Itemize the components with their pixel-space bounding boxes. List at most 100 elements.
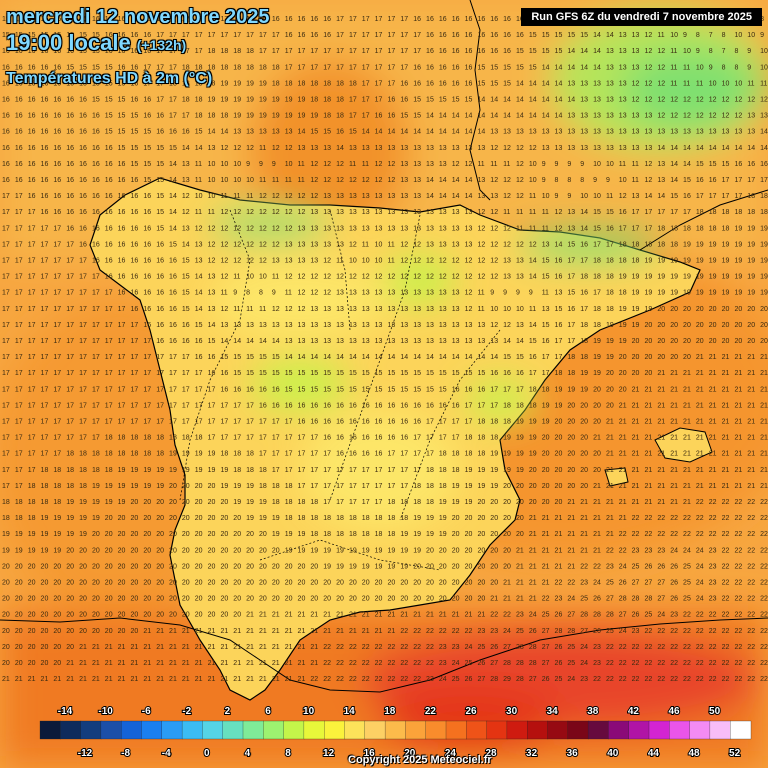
grid-row: 15 15 15 15 15 15 15 15 16 16 16 16 17 17 17 17 17 17 17 17… xyxy=(2,32,764,39)
legend-swatch xyxy=(466,720,488,740)
legend-swatch xyxy=(324,720,346,740)
grid-row: 17 17 18 18 18 18 18 19 19 19 19 19 19 20 20 20 20 19 19 19… xyxy=(2,483,768,490)
grid-row: 17 17 17 17 17 17 17 16 16 16 16 16 16 16 15 13 12 12 12 12… xyxy=(2,258,768,265)
legend-swatch xyxy=(669,720,691,740)
parameter-title: Températures HD à 2m (°C) xyxy=(6,70,213,87)
forecast-date: mercredi 12 novembre 2025 xyxy=(6,6,270,28)
grid-row: 17 17 17 17 17 17 17 17 17 16 16 16 16 16 15 14 13 11 9 8 8 9… xyxy=(2,290,768,297)
grid-row: 17 17 16 16 16 16 16 16 16 16 16 16 15 14 12 10 10 11 11 11… xyxy=(2,193,768,200)
legend-label-lower: -12 xyxy=(78,748,93,759)
legend-swatch xyxy=(405,720,427,740)
grid-row: 17 17 17 17 17 17 17 17 17 17 17 17 17 17 17 17 17 16 16 16… xyxy=(2,386,768,393)
legend-swatch xyxy=(587,720,610,740)
legend-swatch xyxy=(445,720,467,740)
color-legend: -14 -10 -6 -2 2 6 10 14 18 22 26 30 34 38 42 46 50-12 -8-… xyxy=(39,705,752,760)
grid-row: 17 17 17 17 17 17 17 17 17 17 17 17 17 17 17 17 17 17 17 17… xyxy=(2,419,768,426)
legend-swatch xyxy=(121,720,143,740)
run-info-badge: Run GFS 6Z du vendredi 7 novembre 2025 xyxy=(521,8,762,26)
legend-swatch xyxy=(283,720,305,740)
grid-row: 21 21 21 21 21 21 21 21 21 21 21 21 21 21 21 21 21 21 21 21… xyxy=(2,676,768,683)
legend-swatch xyxy=(242,720,264,740)
legend-swatch xyxy=(689,720,711,740)
gulf-of-lion xyxy=(639,189,768,251)
legend-swatch xyxy=(567,720,589,740)
grid-row: 16 16 16 16 16 16 16 15 15 15 16 16 17 17 18 18 19 19 19 19… xyxy=(2,97,768,104)
legend-swatch xyxy=(303,720,325,740)
legend-label-upper: 34 xyxy=(547,706,559,717)
legend-label-upper: 14 xyxy=(344,706,356,717)
legend-swatch xyxy=(648,720,670,740)
grid-row: 17 17 17 17 17 16 16 16 16 16 16 16 15 14 13 12 12 12 12 12… xyxy=(2,225,768,232)
legend-swatch xyxy=(161,720,183,740)
legend-label-lower: -4 xyxy=(162,748,171,759)
grid-row: 17 17 17 17 17 17 17 17 17 17 16 16 16 16 15 14 13 12 11 11… xyxy=(2,306,768,313)
grid-row: 18 18 18 19 19 19 19 19 20 20 20 20 20 20 20 20 20 20 20 19… xyxy=(2,515,768,522)
legend-label-upper: -14 xyxy=(58,706,73,717)
france-coast xyxy=(469,0,491,201)
mallorca-west xyxy=(604,467,629,487)
legend-label-lower: 24 xyxy=(445,748,457,759)
legend-label-upper: 30 xyxy=(506,706,518,717)
legend-label-lower: 20 xyxy=(404,748,416,759)
legend-swatch xyxy=(709,720,731,740)
legend-label-lower: 28 xyxy=(485,748,497,759)
grid-row: 16 16 16 16 16 16 15 15 16 16 16 16 17 17 17 17 18 18 18 18… xyxy=(2,48,768,55)
legend-label-upper: 22 xyxy=(425,706,437,717)
grid-row: 16 16 16 16 16 16 15 15 15 15 16 17 17 18 18 18 18 19 19 19… xyxy=(2,80,768,87)
forecast-offset: (+132h) xyxy=(136,37,187,53)
legend-label-upper: -6 xyxy=(142,706,151,717)
grid-row: 20 20 20 20 20 20 21 21 21 21 21 21 21 21 21 21 21 21 21 21… xyxy=(2,644,768,651)
grid-row: 17 17 17 17 17 17 17 17 18 18 18 18 18 18 18 18 17 17 17 17… xyxy=(2,435,768,442)
legend-swatch xyxy=(506,720,528,740)
grid-row: 19 19 19 19 19 20 20 20 20 20 20 20 20 20 20 20 20 20 20 20… xyxy=(2,547,768,554)
border-lines xyxy=(179,209,501,571)
cold-zones xyxy=(210,207,660,530)
legend-label-lower: 52 xyxy=(729,748,741,759)
legend-swatch xyxy=(80,720,102,740)
legend-label-lower: 36 xyxy=(567,748,579,759)
legend-label-lower: 12 xyxy=(323,748,335,759)
legend-label-upper: 50 xyxy=(709,706,721,717)
legend-label-lower: 44 xyxy=(648,748,660,759)
legend-label-upper: -2 xyxy=(182,706,191,717)
legend-swatch xyxy=(100,720,122,740)
legend-label-lower: 4 xyxy=(245,748,251,759)
legend-swatch xyxy=(384,720,407,740)
grid-row: 17 17 17 18 18 18 18 18 18 19 19 19 19 19 19 19 19 19 18 18… xyxy=(2,467,768,474)
balearic-islands xyxy=(654,427,713,463)
copyright-text: Copyright 2025 Meteociel.fr xyxy=(348,754,492,766)
grid-row: 17 17 17 17 17 17 16 16 16 16 16 16 16 15 14 13 12 12 12 12… xyxy=(2,241,768,248)
grid-row: 19 19 19 19 19 19 19 20 20 20 20 20 20 20 20 20 20 20 20 20… xyxy=(2,531,768,538)
grid-row: 20 20 20 20 20 20 20 20 20 20 20 20 20 20 20 20 20 20 20 20… xyxy=(2,580,768,587)
legend-label-upper: 2 xyxy=(225,706,231,717)
legend-label-upper: 38 xyxy=(587,706,599,717)
grid-row: 17 17 17 17 17 17 17 17 16 16 16 16 16 16 15 14 13 12 11 10… xyxy=(2,274,768,281)
legend-label-upper: 46 xyxy=(668,706,680,717)
legend-swatch xyxy=(527,720,549,740)
grid-row: 17 17 17 17 17 17 17 17 17 17 17 17 17 17 17 17 16 16 15 15… xyxy=(2,370,768,377)
legend-label-lower: -8 xyxy=(121,748,130,759)
legend-swatch xyxy=(486,720,508,740)
legend-swatch xyxy=(181,720,204,740)
grid-row: 17 17 17 17 17 17 17 17 17 17 17 17 16 16 16 16 15 14 14 14… xyxy=(2,338,768,345)
grid-row: 16 16 16 16 16 16 16 16 15 15 15 15 16 16 16 15 14 14 13 13… xyxy=(2,129,768,136)
grid-row: 18 18 18 18 18 19 19 19 19 19 20 20 20 20 20 20 20 20 19 19… xyxy=(2,499,768,506)
legend-swatch xyxy=(141,720,163,740)
grid-row: 20 20 20 20 20 21 21 21 21 21 21 21 21 21 21 21 21 21 21 21… xyxy=(2,660,768,667)
legend-swatch xyxy=(202,720,224,740)
forecast-time-label: 19:00 locale xyxy=(6,30,131,55)
grid-row: 20 20 20 20 20 20 20 20 20 20 20 20 20 20 20 20 20 20 20 20… xyxy=(2,563,768,570)
legend-swatch xyxy=(60,720,82,740)
grid-row: 16 16 16 16 16 16 16 16 16 16 16 15 15 14 13 11 10 10 10 10… xyxy=(2,177,768,184)
grid-row: 17 17 17 17 17 17 17 17 17 17 17 17 17 17 17 16 16 15 15 15… xyxy=(2,354,768,361)
legend-swatch xyxy=(628,720,650,740)
grid-row: 16 16 16 16 16 16 16 16 16 16 15 15 15 14 13 11 10 10 10 9 9… xyxy=(2,161,768,168)
legend-label-lower: 0 xyxy=(204,748,210,759)
legend-swatch xyxy=(547,720,569,740)
grid-row: 16 16 16 16 16 15 15 15 15 16 16 17 17 17 18 18 18 18 18 18… xyxy=(2,64,768,71)
grid-row: 16 16 16 16 16 16 16 16 16 15 15 15 15 15 14 14 13 12 12 12… xyxy=(2,145,768,152)
legend-swatch xyxy=(425,720,447,740)
legend-label-lower: 48 xyxy=(688,748,700,759)
legend-label-upper: 42 xyxy=(628,706,640,717)
